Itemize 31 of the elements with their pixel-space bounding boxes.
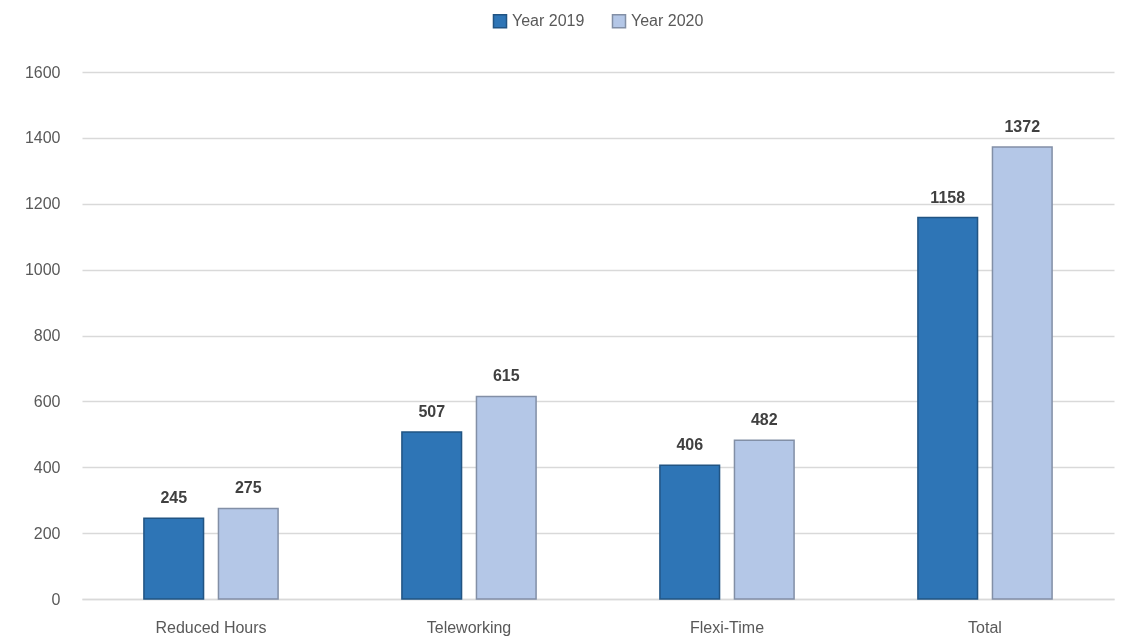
data-label: 1372 bbox=[1004, 118, 1041, 136]
y-tick-label: 1400 bbox=[24, 129, 61, 147]
x-tick-label: Reduced Hours bbox=[155, 618, 267, 636]
bar bbox=[917, 216, 979, 600]
x-tick-label: Flexi-Time bbox=[689, 618, 765, 636]
bar bbox=[991, 146, 1053, 600]
legend-label: Year 2019 bbox=[512, 12, 585, 30]
x-tick-label: Total bbox=[968, 618, 1002, 636]
y-tick-label: 1600 bbox=[24, 63, 61, 81]
bar bbox=[401, 431, 463, 600]
bar bbox=[143, 517, 205, 600]
x-tick-label: Teleworking bbox=[426, 618, 512, 636]
legend-label: Year 2020 bbox=[631, 12, 704, 30]
bar bbox=[217, 507, 279, 600]
y-tick-label: 800 bbox=[33, 327, 61, 344]
data-label: 245 bbox=[160, 489, 188, 507]
y-tick-label: 0 bbox=[51, 590, 61, 608]
y-tick-label: 600 bbox=[33, 392, 61, 410]
data-label: 615 bbox=[492, 367, 520, 385]
data-label: 275 bbox=[234, 479, 262, 497]
data-label: 482 bbox=[750, 411, 778, 429]
data-label: 507 bbox=[418, 403, 446, 421]
bar bbox=[733, 439, 795, 600]
y-tick-label: 200 bbox=[33, 524, 61, 542]
bar bbox=[659, 464, 721, 600]
y-tick-label: 1000 bbox=[24, 261, 61, 279]
data-label: 1158 bbox=[930, 188, 966, 206]
y-tick-label: 1200 bbox=[24, 195, 61, 213]
data-label: 406 bbox=[676, 436, 704, 454]
y-tick-label: 400 bbox=[33, 458, 61, 476]
bar bbox=[475, 395, 537, 600]
